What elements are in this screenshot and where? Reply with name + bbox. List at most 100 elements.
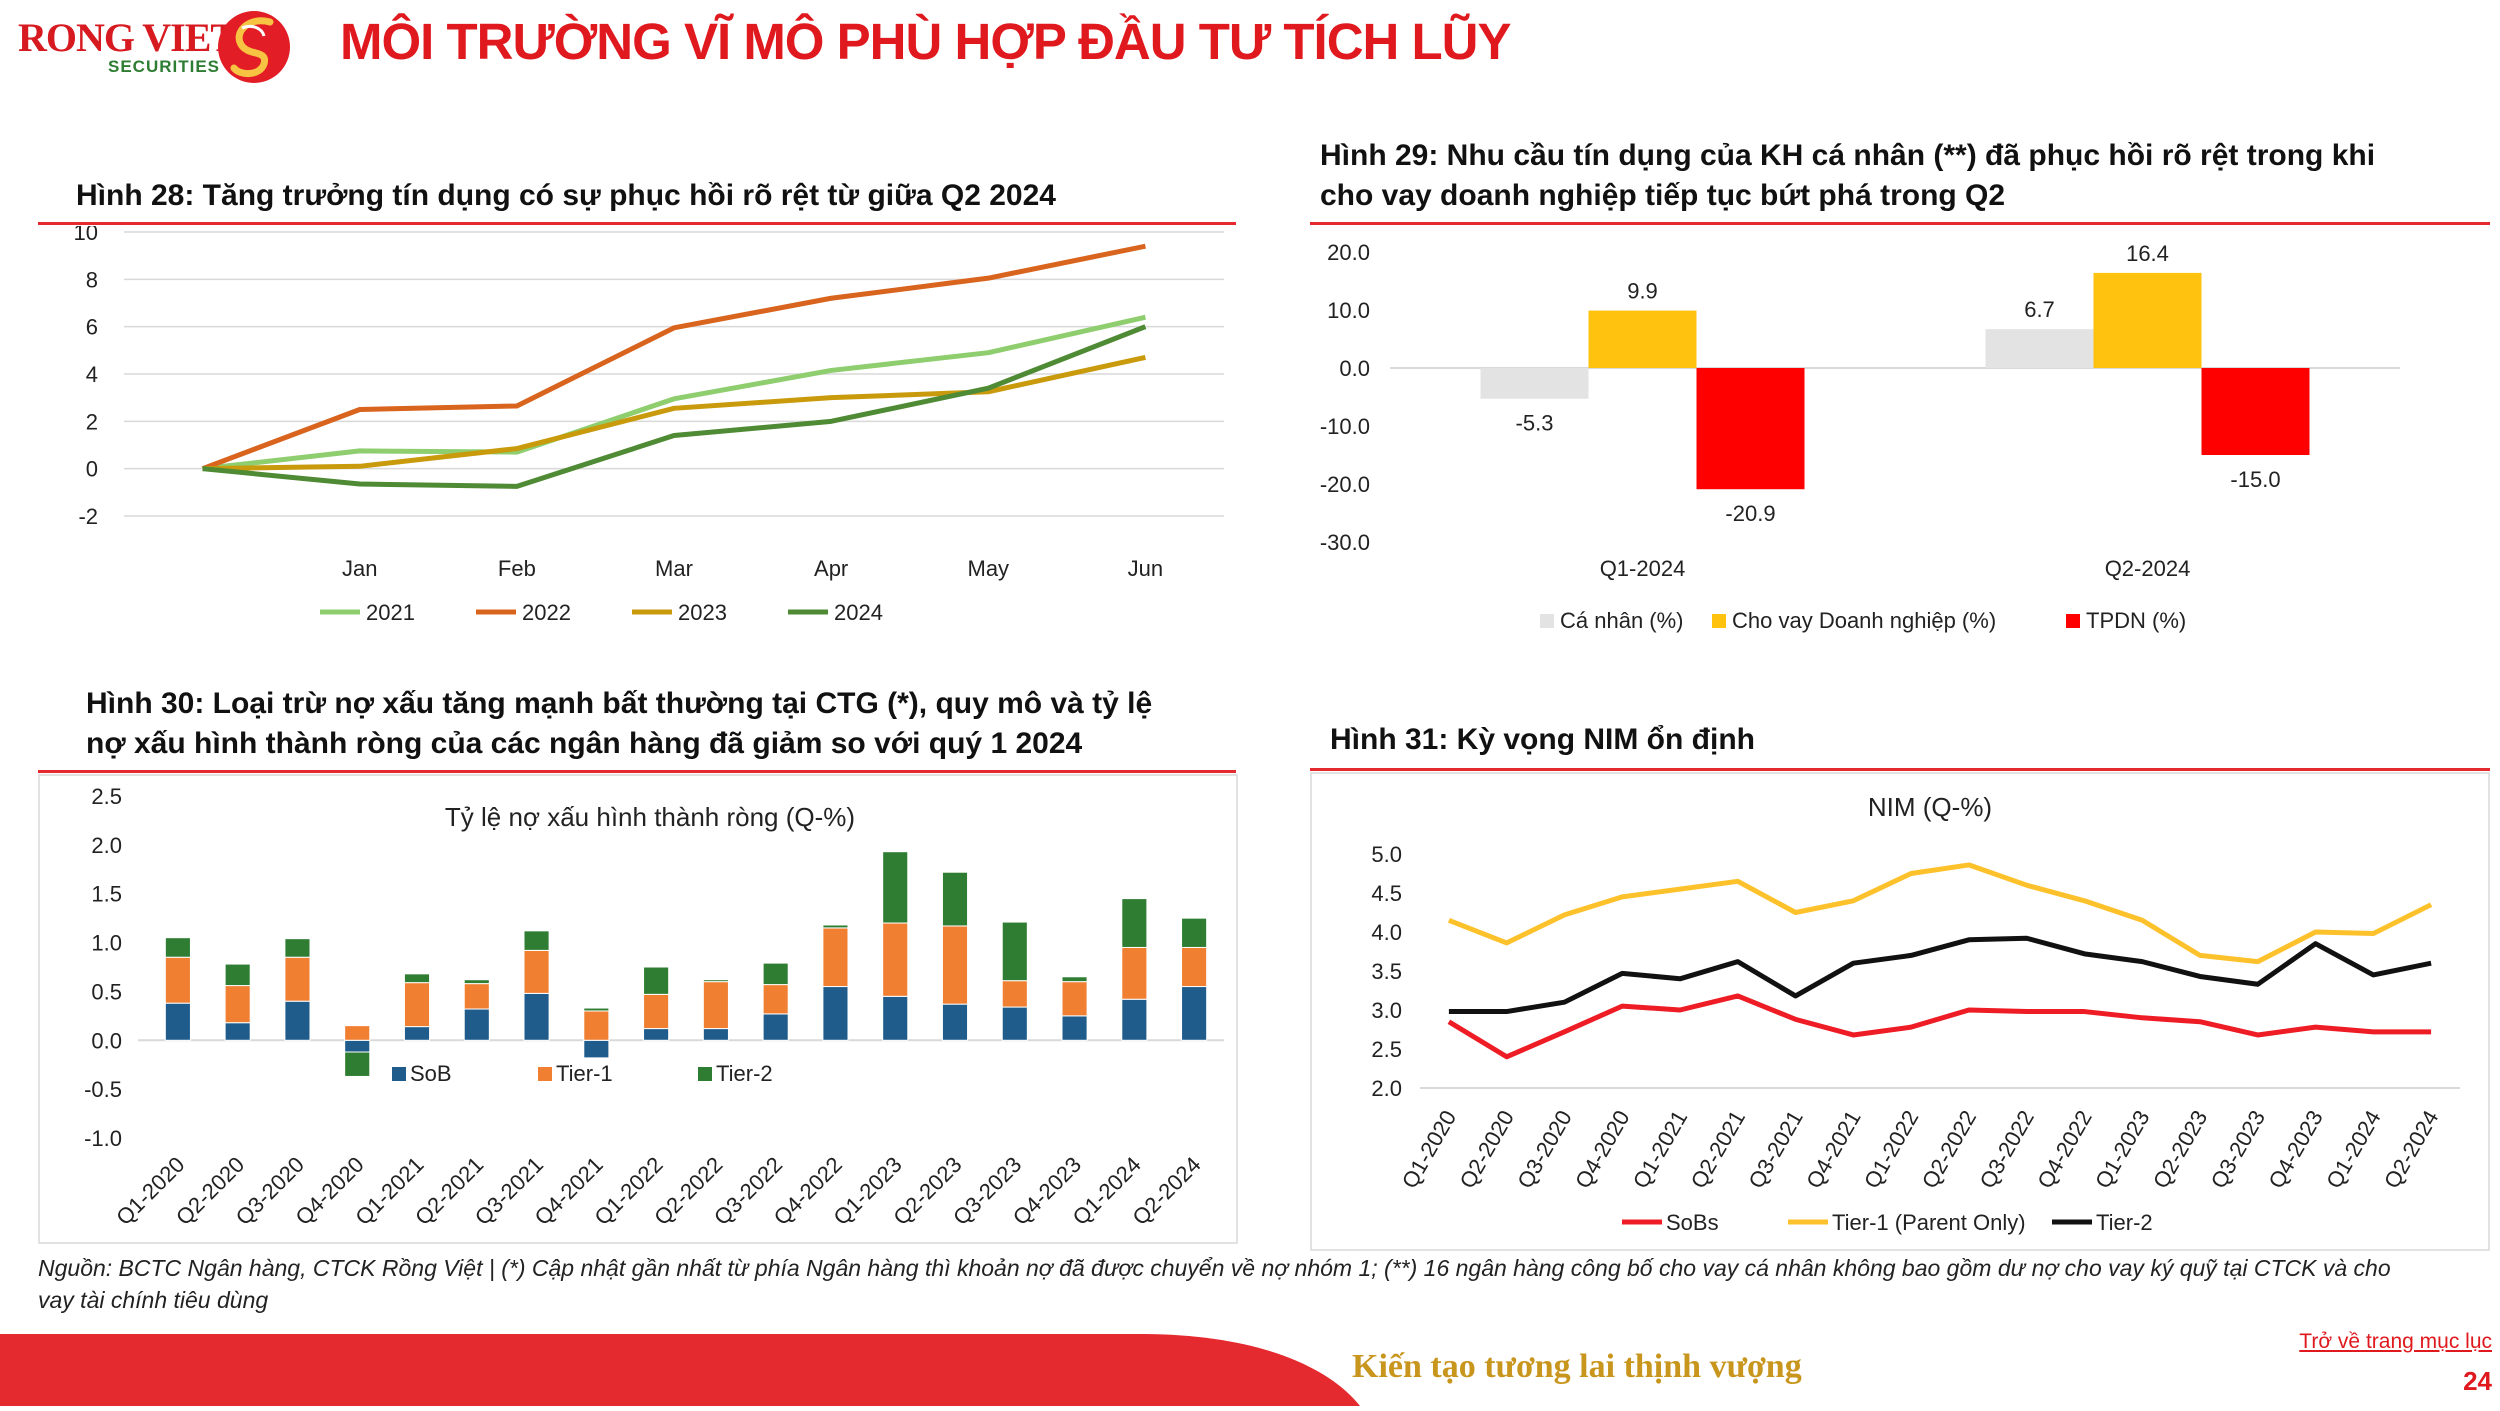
- fig28-y-tick: 0: [86, 457, 98, 482]
- brand-name: RONG VIET: [18, 15, 237, 60]
- fig30-y-tick: 0.5: [91, 979, 122, 1004]
- fig29-data-label: 16.4: [2126, 241, 2169, 266]
- fig29-x-tick: Q1-2024: [1600, 556, 1686, 581]
- fig30-legend-label: Tier-1: [556, 1061, 613, 1086]
- fig29-svg: 20.0 10.0 0.0 -10.0 -20.0 -30.0 -5.3 9.9 -20.9 Q1…: [1320, 240, 2400, 633]
- fig31-x-tick: Q3-2020: [1512, 1106, 1576, 1193]
- fig30-bar-SoB: [284, 1000, 311, 1041]
- fig31-chart-title: NIM (Q-%): [1868, 792, 1992, 822]
- page-title: MÔI TRƯỜNG VĨ MÔ PHÙ HỢP ĐẦU TƯ TÍCH LŨY: [340, 13, 1512, 70]
- fig29-legend-swatch: [1712, 614, 1726, 628]
- fig31-x-tick: Q1-2022: [1859, 1106, 1923, 1193]
- fig28-x-tick: Apr: [814, 556, 848, 581]
- fig31-x-tick: Q3-2022: [1975, 1106, 2039, 1193]
- fig30-legend-label: Tier-2: [716, 1061, 773, 1086]
- fig29-data-label: -15.0: [2230, 467, 2280, 492]
- fig31-x-tick: Q4-2020: [1570, 1106, 1634, 1193]
- fig30-bar-Tier-2: [941, 871, 969, 927]
- fig29-legend-label: TPDN (%): [2086, 608, 2186, 633]
- fig30-bar-SoB: [224, 1022, 251, 1041]
- fig30-bar-SoB: [523, 992, 550, 1041]
- fig28-x-tick: Feb: [498, 556, 536, 581]
- fig29-title-line1: Hình 29: Nhu cầu tín dụng của KH cá nhân…: [1320, 139, 2376, 172]
- fig31-y-tick: 3.0: [1371, 998, 1402, 1023]
- fig30-bar-Tier-1: [1001, 980, 1028, 1008]
- fig28-title: Hình 28: Tăng trưởng tín dụng có sự phục…: [76, 179, 1056, 212]
- fig28-x-tick: Jun: [1128, 556, 1163, 581]
- fig31-y-tick: 4.5: [1371, 881, 1402, 906]
- fig28-legend-label: 2023: [678, 600, 727, 625]
- fig31-frame: [1310, 772, 2490, 1251]
- fig28-y-tick: 6: [86, 315, 98, 340]
- brand-logo: RONG VIET: [18, 14, 237, 61]
- fig28-rule: [38, 222, 1236, 225]
- fig30-bar-Tier-2: [822, 924, 849, 929]
- fig29-bar-Cho vay Doanh nghiệp (%): [1588, 310, 1697, 368]
- fig31-y-tick: 2.0: [1371, 1076, 1402, 1101]
- fig31-x-tick: Q4-2022: [2032, 1106, 2096, 1193]
- fig31-svg: NIM (Q-%)5.04.54.03.53.02.52.0Q1-2020Q2-…: [1310, 772, 2490, 1251]
- fig30-y-tick: 1.0: [91, 931, 122, 956]
- fig28-series-line-2021: [202, 314, 1146, 472]
- fig28-series-line-2024: [202, 324, 1147, 489]
- fig30-bar-Tier-2: [164, 937, 191, 958]
- fig29-data-label: 9.9: [1627, 279, 1658, 304]
- fig30-y-tick: 0.0: [91, 1028, 122, 1053]
- fig30-bar-SoB: [344, 1039, 371, 1053]
- fig29-legend-label: Cá nhân (%): [1560, 608, 1684, 633]
- fig28-y-tick: 10: [74, 226, 98, 245]
- fig30-title-line2: nợ xấu hình thành ròng của các ngân hàng…: [86, 727, 1083, 760]
- back-to-toc-link[interactable]: Trở về trang mục lục: [2299, 1330, 2492, 1353]
- fig29-rule: [1310, 222, 2490, 225]
- fig29-x-tick: Q2-2024: [2105, 556, 2191, 581]
- fig30-bar-Tier-1: [882, 922, 909, 997]
- fig31-x-tick: Q2-2024: [2379, 1106, 2443, 1193]
- fig30-bar-Tier-2: [882, 851, 909, 924]
- fig31-legend-label: SoBs: [1666, 1210, 1719, 1235]
- fig31-y-tick: 5.0: [1371, 842, 1402, 867]
- fig29-y-tick: -20.0: [1320, 472, 1370, 497]
- fig30-bar-Tier-2: [643, 966, 670, 995]
- fig30-bar-SoB: [1181, 986, 1208, 1041]
- fig30-bar-Tier-1: [224, 985, 251, 1024]
- fig29-data-label: 6.7: [2024, 297, 2055, 322]
- fig30-svg: 2.5 2.0 1.5 1.0 0.5 0.0 -0.5 -1.0 Tỷ lệ nợ xấu h…: [38, 774, 1238, 1244]
- fig30-bar-Tier-1: [643, 993, 670, 1030]
- fig31-legend-label: Tier-2: [2096, 1210, 2153, 1235]
- fig30-bar-SoB: [1061, 1015, 1088, 1041]
- fig28-legend-label: 2022: [522, 600, 571, 625]
- fig31-x-tick: Q1-2020: [1397, 1106, 1461, 1193]
- fig30-bar-SoB: [702, 1028, 729, 1041]
- fig30-bar-Tier-2: [702, 979, 729, 983]
- fig29-legend-swatch: [2066, 614, 2080, 628]
- fig30-y-tick: 2.0: [91, 833, 122, 858]
- source-note: Nguồn: BCTC Ngân hàng, CTCK Rồng Việt | …: [38, 1255, 2391, 1313]
- fig30-bar-Tier-1: [284, 956, 311, 1002]
- fig30-bar-SoB: [463, 1008, 490, 1041]
- fig30-y-tick: -1.0: [84, 1126, 122, 1151]
- fig30-legend-swatch: [392, 1067, 406, 1081]
- fig28-y-tick: 2: [86, 409, 98, 434]
- fig29-y-tick: -30.0: [1320, 530, 1370, 555]
- fig30-rule: [38, 770, 1236, 773]
- fig31-x-tick: Q1-2024: [2321, 1106, 2385, 1193]
- fig30-bar-Tier-2: [1001, 921, 1028, 982]
- fig28-legend-label: 2024: [834, 600, 883, 625]
- fig30-bar-Tier-2: [403, 973, 431, 984]
- fig30-bar-Tier-2: [583, 1007, 610, 1012]
- fig29-bar-TPDN (%): [2201, 368, 2310, 455]
- fig30-title: Hình 30: Loại trừ nợ xấu tăng mạnh bất t…: [86, 684, 1152, 764]
- fig30-bar-Tier-1: [1181, 946, 1208, 988]
- fig30-bar-Tier-2: [224, 963, 251, 987]
- fig30-legend-swatch: [538, 1067, 552, 1081]
- fig30-bar-Tier-2: [1061, 976, 1088, 983]
- fig28-y-tick: 4: [86, 362, 98, 387]
- fig30-legend-swatch: [698, 1067, 712, 1081]
- fig30-y-tick: 2.5: [91, 784, 122, 809]
- fig29-title-line2: cho vay doanh nghiệp tiếp tục bứt phá tr…: [1320, 179, 2006, 212]
- fig30-bar-Tier-1: [344, 1025, 371, 1041]
- fig29-y-tick: -10.0: [1320, 414, 1370, 439]
- fig30-bar-Tier-2: [762, 962, 789, 986]
- fig30-bar-Tier-1: [523, 949, 550, 994]
- fig31-chart: NIM (Q-%) 5.0 4.5 4.0 3.5 3.0 2.5 2.0 Q1-2020 Q2-…: [1310, 772, 2490, 1252]
